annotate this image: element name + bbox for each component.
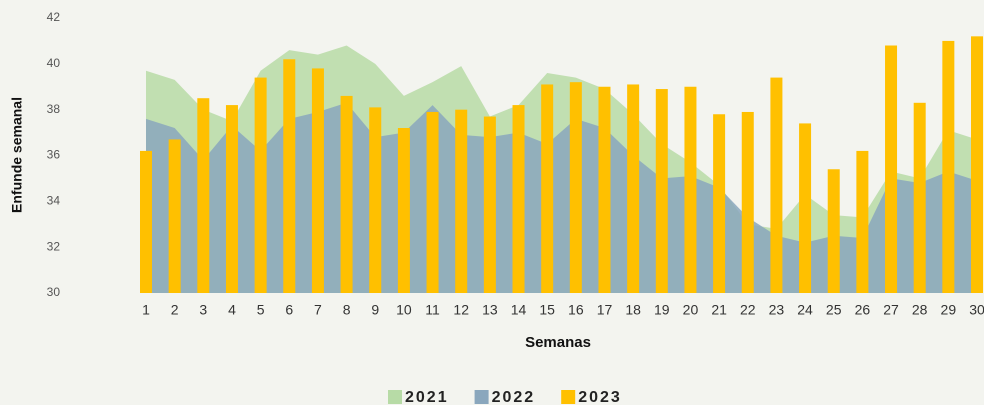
x-tick-label: 14 bbox=[511, 302, 527, 318]
bar bbox=[885, 45, 898, 293]
x-tick-label: 1 bbox=[142, 302, 150, 318]
bar bbox=[655, 89, 668, 294]
legend-swatch bbox=[561, 390, 576, 404]
bar bbox=[340, 95, 353, 294]
bar bbox=[770, 77, 783, 293]
y-axis-label: Enfunde semanal bbox=[9, 97, 25, 213]
x-tick-label: 20 bbox=[683, 302, 699, 318]
bar bbox=[856, 150, 869, 293]
bar bbox=[827, 169, 840, 293]
x-tick-label: 25 bbox=[826, 302, 842, 318]
bar bbox=[140, 150, 152, 293]
bar bbox=[598, 86, 611, 293]
bar bbox=[913, 102, 926, 294]
y-tick-label: 40 bbox=[47, 56, 61, 70]
bar bbox=[311, 68, 324, 294]
x-tick-label: 12 bbox=[453, 302, 469, 318]
x-tick-label: 10 bbox=[396, 302, 412, 318]
x-tick-label: 22 bbox=[740, 302, 756, 318]
x-axis-label: Semanas bbox=[525, 334, 591, 351]
x-tick-label: 19 bbox=[654, 302, 670, 318]
x-tick-label: 8 bbox=[343, 302, 351, 318]
bar bbox=[283, 59, 296, 293]
bar bbox=[541, 84, 554, 293]
x-tick-label: 3 bbox=[199, 302, 207, 318]
x-tick-label: 9 bbox=[371, 302, 379, 318]
x-tick-label: 17 bbox=[597, 302, 613, 318]
y-tick-label: 38 bbox=[47, 102, 61, 116]
x-tick-label: 7 bbox=[314, 302, 322, 318]
y-tick-label: 30 bbox=[47, 285, 61, 299]
y-tick-label: 42 bbox=[47, 10, 61, 24]
legend-label: 2023 bbox=[578, 389, 622, 405]
x-tick-label: 6 bbox=[285, 302, 293, 318]
x-tick-label: 21 bbox=[711, 302, 727, 318]
x-tick-label: 5 bbox=[257, 302, 265, 318]
x-tick-label: 16 bbox=[568, 302, 584, 318]
y-tick-label: 32 bbox=[47, 239, 61, 253]
legend-label: 2021 bbox=[405, 389, 449, 405]
area bbox=[146, 102, 977, 294]
bar bbox=[627, 84, 640, 293]
y-tick-label: 34 bbox=[47, 194, 61, 208]
x-tick-label: 30 bbox=[969, 302, 984, 318]
bar bbox=[225, 105, 238, 293]
x-tick-label: 2 bbox=[171, 302, 179, 318]
bar bbox=[684, 86, 697, 293]
x-tick-label: 18 bbox=[625, 302, 641, 318]
x-tick-label: 23 bbox=[769, 302, 785, 318]
bar bbox=[197, 98, 210, 293]
bar bbox=[483, 116, 496, 294]
bar bbox=[713, 114, 726, 293]
bar bbox=[512, 105, 525, 293]
x-tick-label: 4 bbox=[228, 302, 236, 318]
bar bbox=[799, 123, 812, 294]
x-tick-label: 15 bbox=[539, 302, 555, 318]
bar bbox=[397, 128, 410, 293]
bar bbox=[369, 107, 382, 293]
bar bbox=[426, 111, 439, 293]
x-tick-label: 24 bbox=[797, 302, 813, 318]
bar bbox=[741, 111, 754, 293]
y-tick-label: 36 bbox=[47, 148, 61, 162]
bar bbox=[971, 36, 983, 293]
bar bbox=[942, 40, 955, 293]
x-tick-label: 29 bbox=[941, 302, 957, 318]
bar bbox=[569, 82, 582, 294]
x-tick-label: 13 bbox=[482, 302, 498, 318]
bar bbox=[168, 139, 181, 293]
x-tick-label: 28 bbox=[912, 302, 928, 318]
legend-swatch bbox=[474, 390, 489, 404]
x-tick-label: 26 bbox=[855, 302, 871, 318]
bar bbox=[254, 77, 267, 293]
x-tick-label: 11 bbox=[425, 302, 440, 318]
bar bbox=[455, 109, 468, 294]
legend-label: 2022 bbox=[492, 389, 536, 405]
x-tick-label: 27 bbox=[883, 302, 899, 318]
legend-swatch bbox=[388, 390, 402, 404]
